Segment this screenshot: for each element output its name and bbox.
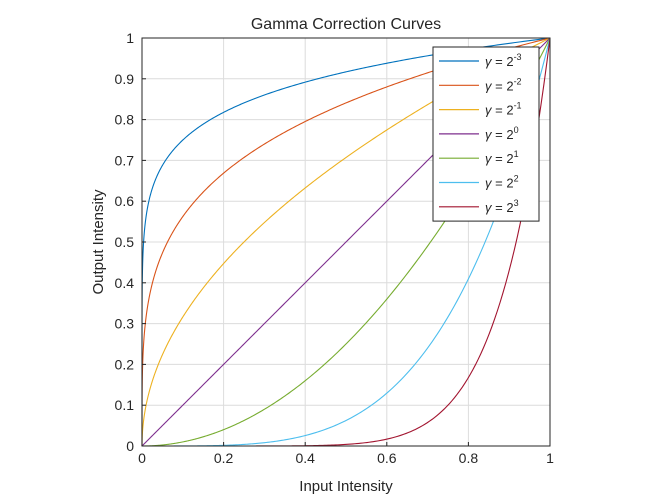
y-tick-label: 0.3 [115,316,135,332]
y-tick-label: 0.9 [115,71,135,87]
y-tick-label: 0 [126,438,134,454]
x-tick-label: 0.6 [377,450,397,466]
legend-entry: γ = 21 [485,149,519,166]
y-tick-label: 0.8 [115,112,135,128]
legend-entry: γ = 20 [485,125,519,142]
x-tick-label: 0.2 [214,450,234,466]
series-line-gamma-2-pow--3 [141,37,551,446]
series-line-gamma-2-pow--2 [141,37,551,446]
y-tick-label: 0.5 [115,234,135,250]
y-tick-label: 0.7 [115,152,135,168]
x-tick-label: 0.8 [459,450,479,466]
x-tick-label: 1 [546,450,554,466]
y-tick-label: 0.6 [115,193,135,209]
y-axis-label: Output Intensity [90,189,107,295]
legend-entry: γ = 2-1 [485,101,522,118]
y-tick-label: 0.2 [115,356,135,372]
y-tick-label: 1 [126,30,134,46]
x-tick-label: 0.4 [295,450,315,466]
legend-entry: γ = 22 [485,174,519,191]
series-line-gamma-2-pow--1 [141,37,551,446]
y-tick-label: 0.4 [115,275,135,291]
y-tick-label: 0.1 [115,397,135,413]
series-line-gamma-2-pow-0 [141,37,551,447]
tick-labels: 0 0.2 0.4 0.6 0.8 1 0 0.1 0.2 0.3 0.4 0.5 0.6 0.7 0.8 0… [115,30,555,466]
legend-entry: γ = 2-2 [485,76,522,93]
chart-title: Gamma Correction Curves [251,16,441,33]
legend-entry: γ = 23 [485,198,519,215]
legend: γ = 2-3 γ = 2-2 γ = 2-1 γ = 20 γ = 21 γ = 22 γ… [432,46,540,222]
x-tick-label: 0 [138,450,146,466]
legend-entry: γ = 2-3 [485,52,522,69]
x-axis-label: Input Intensity [299,478,393,495]
